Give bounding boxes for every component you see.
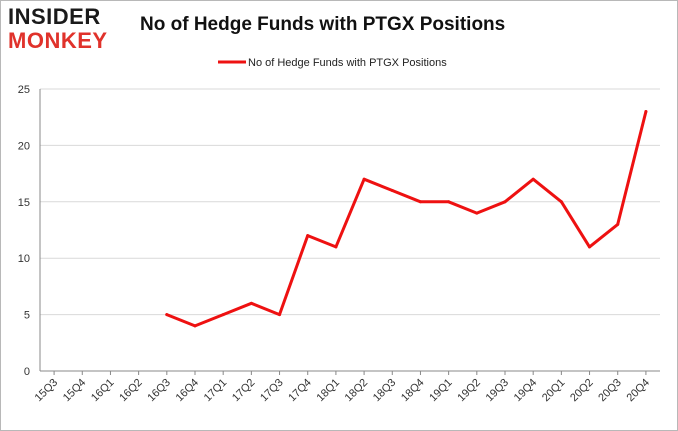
y-tick-label-5: 5 [24, 310, 30, 322]
data-point-17Q4 [306, 234, 310, 238]
x-tick-label-18Q2: 18Q2 [343, 377, 371, 405]
x-tick-label-19Q4: 19Q4 [512, 377, 540, 405]
data-point-20Q2 [588, 245, 592, 249]
y-tick-label-10: 10 [18, 253, 30, 265]
x-tick-label-19Q3: 19Q3 [484, 377, 512, 405]
axes [39, 89, 660, 375]
x-tick-label-16Q4: 16Q4 [174, 377, 202, 405]
data-point-17Q1 [221, 313, 225, 317]
data-point-16Q4 [193, 324, 197, 328]
data-point-20Q3 [616, 222, 620, 226]
data-point-18Q4 [418, 200, 422, 204]
data-point-17Q2 [249, 301, 253, 305]
data-point-18Q1 [334, 245, 338, 249]
legend-label: No of Hedge Funds with PTGX Positions [248, 57, 447, 69]
x-tick-label-16Q2: 16Q2 [117, 377, 145, 405]
data-point-18Q3 [390, 189, 394, 193]
x-tick-label-17Q3: 17Q3 [258, 377, 286, 405]
data-point-19Q1 [447, 200, 451, 204]
data-point-17Q3 [278, 313, 282, 317]
x-tick-label-18Q1: 18Q1 [315, 377, 343, 405]
data-point-16Q3 [165, 313, 169, 317]
logo-line-monkey: MONKEY [8, 28, 108, 53]
y-tick-label-15: 15 [18, 197, 30, 209]
x-tick-label-18Q4: 18Q4 [399, 377, 427, 405]
x-tick-label-19Q2: 19Q2 [455, 377, 483, 405]
chart-title: No of Hedge Funds with PTGX Positions [140, 14, 506, 35]
data-point-18Q2 [362, 177, 366, 181]
y-tick-labels: 0 5 10 15 20 25 [18, 84, 30, 378]
data-point-19Q2 [475, 211, 479, 215]
logo-line-insider: INSIDER [8, 4, 101, 29]
x-tick-label-20Q1: 20Q1 [540, 377, 568, 405]
data-point-19Q4 [531, 177, 535, 181]
x-tick-label-17Q4: 17Q4 [286, 377, 314, 405]
x-tick-label-16Q1: 16Q1 [89, 377, 117, 405]
x-tick-label-17Q1: 17Q1 [202, 377, 230, 405]
y-tick-label-25: 25 [18, 84, 30, 96]
data-point-20Q1 [559, 200, 563, 204]
x-tick-labels: 15Q3 15Q4 16Q1 16Q2 16Q3 16Q4 17Q1 17Q2 17Q3 17Q4… [33, 377, 652, 405]
data-point-19Q3 [503, 200, 507, 204]
gridlines [40, 88, 660, 316]
x-tick-label-15Q4: 15Q4 [61, 377, 89, 405]
series-lines [165, 110, 648, 328]
legend: No of Hedge Funds with PTGX Positions [218, 57, 447, 69]
x-tick-label-17Q2: 17Q2 [230, 377, 258, 405]
x-tick-label-18Q3: 18Q3 [371, 377, 399, 405]
x-tick-label-20Q4: 20Q4 [625, 377, 653, 405]
insider-monkey-logo: INSIDER MONKEY [8, 6, 108, 52]
y-tick-label-0: 0 [24, 366, 30, 378]
x-tick-label-20Q3: 20Q3 [596, 377, 624, 405]
series-line-0 [165, 110, 648, 328]
x-tick-label-19Q1: 19Q1 [427, 377, 455, 405]
x-tick-label-15Q3: 15Q3 [33, 377, 61, 405]
x-tick-label-16Q3: 16Q3 [145, 377, 173, 405]
data-point-20Q4 [644, 110, 648, 114]
y-tick-label-20: 20 [18, 140, 30, 152]
x-tick-label-20Q2: 20Q2 [568, 377, 596, 405]
